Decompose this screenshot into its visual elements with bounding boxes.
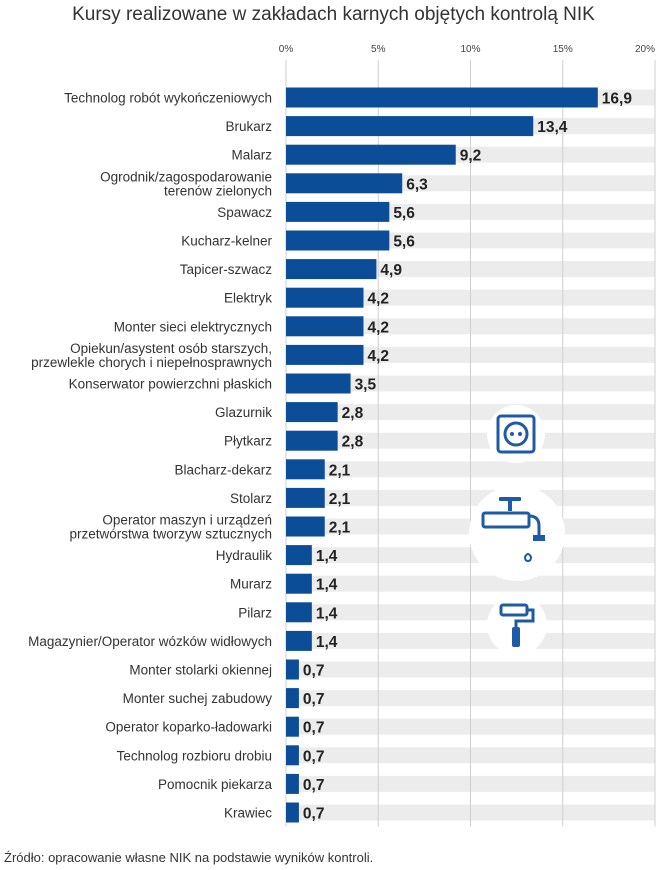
bar (286, 630, 312, 651)
category-label: Monter sieci elektrycznych (114, 319, 272, 334)
bar (286, 230, 390, 251)
bar (286, 116, 534, 137)
category-label: Operator maszyn i urządzeń przetwórstwa t… (69, 513, 272, 542)
source-note: Źródło: opracowanie własne NIK na podsta… (4, 850, 374, 865)
value-label: 1,4 (316, 548, 338, 565)
bar (286, 802, 299, 823)
bar (286, 573, 312, 594)
category-label: Hydraulik (216, 548, 273, 563)
category-label: Kucharz-kelner (181, 234, 272, 249)
x-tick-label: 10% (460, 44, 480, 55)
value-label: 9,2 (460, 148, 482, 165)
bar (286, 773, 299, 794)
category-label: Operator koparko-ładowarki (105, 720, 272, 735)
category-label: Konserwator powierzchni płaskich (69, 377, 272, 392)
category-label-line: Opiekun/asystent osób starszych, (70, 341, 272, 356)
bar (286, 516, 325, 537)
bar (286, 459, 325, 480)
value-label: 4,2 (367, 319, 389, 336)
paint-roller-icon-badge (487, 595, 547, 655)
category-label-line: Ogrodnik/zagospodarowanie (100, 169, 272, 184)
bar (286, 430, 338, 451)
x-tick-label: 20% (635, 44, 655, 55)
value-label: 2,8 (342, 405, 364, 422)
bar (286, 373, 351, 394)
category-label: Monter stolarki okiennej (129, 663, 272, 678)
bar (286, 144, 456, 165)
category-label: Murarz (230, 577, 272, 592)
bar (286, 487, 325, 508)
x-tick-label: 0% (279, 44, 294, 55)
category-label: Pilarz (238, 605, 272, 620)
bar (286, 87, 598, 108)
value-label: 2,1 (329, 520, 351, 537)
x-tick-label: 5% (371, 44, 386, 55)
value-label: 5,6 (393, 205, 415, 222)
category-label-line: terenów zielonych (164, 183, 272, 198)
value-label: 2,1 (329, 462, 351, 479)
value-label: 1,4 (316, 577, 338, 594)
category-label: Opiekun/asystent osób starszych, przewlek… (31, 341, 272, 370)
category-label: Technolog rozbioru drobiu (117, 748, 272, 763)
category-label: Elektryk (224, 291, 272, 306)
bar (286, 545, 312, 566)
category-label: Malarz (231, 148, 272, 163)
category-label: Technolog robót wykończeniowych (64, 91, 272, 106)
socket-icon-badge (487, 405, 545, 463)
bar (286, 316, 364, 337)
category-label: Brukarz (225, 119, 272, 134)
value-label: 13,4 (537, 119, 568, 136)
bar (286, 688, 299, 709)
category-label-line: Operator maszyn i urządzeń (102, 513, 272, 528)
bar (286, 402, 338, 423)
category-label: Tapicer-szwacz (180, 262, 273, 277)
value-label: 0,7 (303, 720, 325, 737)
value-label: 0,7 (303, 777, 325, 794)
value-label: 0,7 (303, 691, 325, 708)
category-label: Glazurnik (215, 405, 272, 420)
category-label: Monter suchej zabudowy (123, 691, 273, 706)
socket-icon (496, 414, 536, 454)
value-label: 2,8 (342, 434, 364, 451)
category-label-line: przetwórstwa tworzyw sztucznych (69, 527, 272, 542)
value-label: 4,2 (367, 348, 389, 365)
category-label: Pomocnik piekarza (158, 777, 273, 792)
bar (286, 201, 390, 222)
value-label: 1,4 (316, 634, 338, 651)
faucet-icon (481, 497, 545, 563)
bar (286, 259, 377, 280)
category-label: Płytkarz (224, 434, 272, 449)
value-label: 0,7 (303, 663, 325, 680)
bar (286, 287, 364, 308)
value-label: 16,9 (602, 91, 633, 108)
bar (286, 602, 312, 623)
category-label: Magazynier/Operator wózków widłowych (28, 634, 272, 649)
value-label: 1,4 (316, 605, 338, 622)
bar (286, 716, 299, 737)
bar (286, 173, 403, 194)
category-label: Spawacz (217, 205, 272, 220)
value-label: 2,1 (329, 491, 351, 508)
value-label: 0,7 (303, 806, 325, 823)
value-label: 5,6 (393, 234, 415, 251)
category-label: Stolarz (230, 491, 272, 506)
value-label: 3,5 (355, 377, 377, 394)
bar (286, 659, 299, 680)
bar (286, 344, 364, 365)
bar-chart: 0% 5% 10% 15% 20% Technolog robót wykończenio… (28, 44, 656, 827)
faucet-icon-badge (469, 485, 565, 581)
category-label: Blacharz-dekarz (174, 462, 272, 477)
value-label: 6,3 (406, 176, 428, 193)
paint-roller-icon (499, 603, 535, 647)
bar (286, 745, 299, 766)
x-tick-label: 15% (553, 44, 573, 55)
category-label-line: przewlekle chorych i niepełnosprawnych (31, 355, 272, 370)
value-label: 0,7 (303, 748, 325, 765)
category-label: Krawiec (224, 806, 272, 821)
chart-title: Kursy realizowane w zakładach karnych ob… (72, 4, 595, 25)
value-label: 4,9 (380, 262, 402, 279)
value-label: 4,2 (367, 291, 389, 308)
category-label: Ogrodnik/zagospodarowanie terenów zielony… (100, 169, 272, 198)
